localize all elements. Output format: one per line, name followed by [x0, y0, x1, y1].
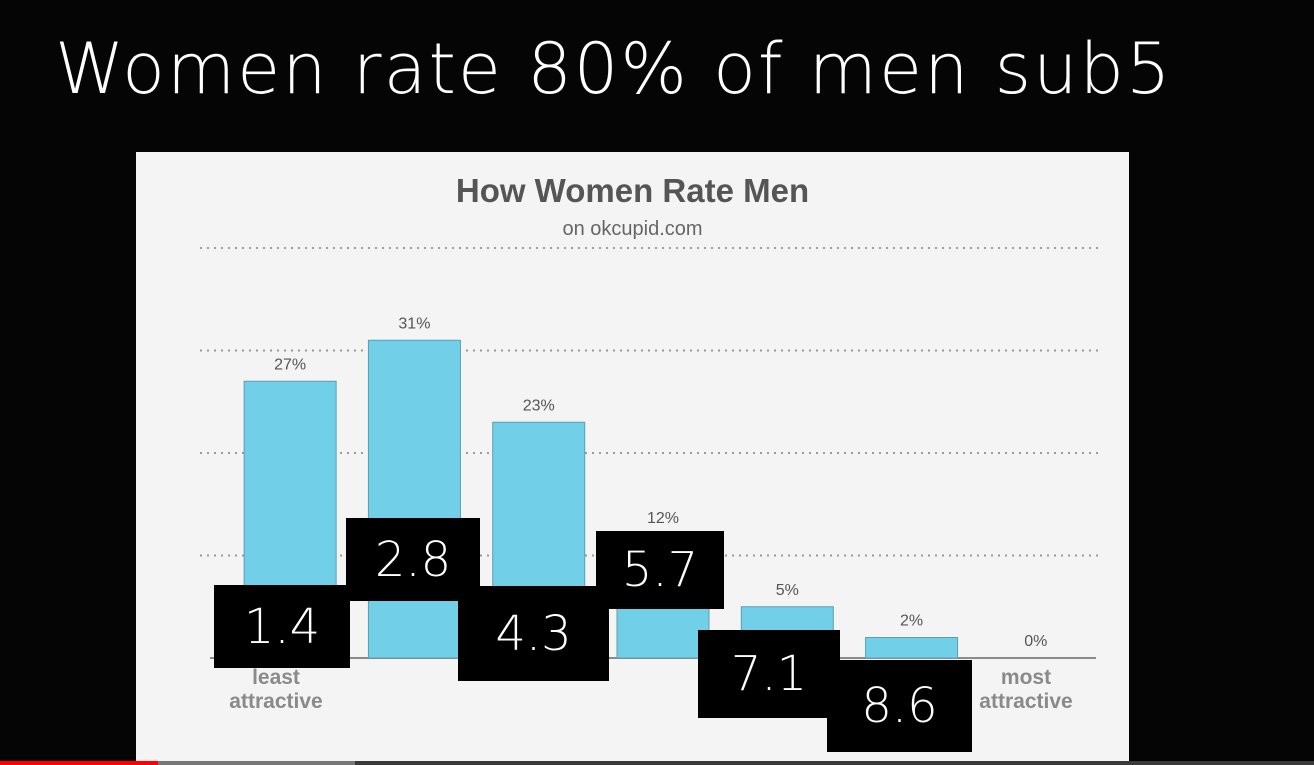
x-label-most-attractive: most attractive [979, 666, 1073, 713]
data-label-3: 23% [523, 397, 555, 414]
overlay-score-6: 8.6 [827, 660, 972, 752]
data-label-6: 2% [900, 613, 923, 630]
overlay-score-4: 5.7 [596, 531, 724, 609]
video-progress-bar[interactable] [0, 761, 1314, 765]
data-label-4: 12% [647, 510, 679, 527]
data-label-7: 0% [1024, 633, 1047, 650]
overlay-score-5: 7.1 [698, 630, 840, 718]
x-label-least-attractive: least attractive [229, 666, 323, 713]
overlay-score-2: 2.8 [346, 518, 480, 601]
video-buffered-bar [0, 761, 355, 765]
data-label-5: 5% [776, 582, 799, 599]
overlay-score-1: 1.4 [214, 585, 350, 668]
data-label-1: 27% [274, 356, 306, 373]
bar-6 [865, 637, 959, 659]
overlay-score-3: 4.3 [458, 586, 609, 681]
video-played-bar [0, 761, 158, 765]
bar-2 [367, 339, 461, 659]
headline-title: Women rate 80% of men sub5 [55, 28, 1173, 110]
chart-panel: How Women Rate Men on okcupid.com 27% 31%… [136, 152, 1129, 765]
chart-subtitle: on okcupid.com [562, 218, 703, 240]
data-label-2: 31% [398, 315, 430, 332]
chart-title: How Women Rate Men [455, 172, 810, 209]
